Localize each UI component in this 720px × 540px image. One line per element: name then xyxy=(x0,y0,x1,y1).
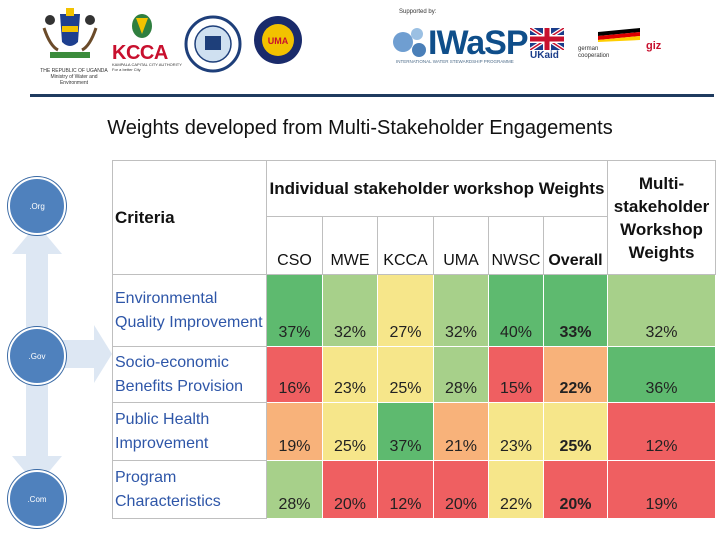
value-cell: 25% xyxy=(377,346,434,403)
uganda-coat-of-arms-logo xyxy=(42,8,98,58)
giz-logo-text: giz xyxy=(646,40,662,52)
multi-cell: 19% xyxy=(607,460,716,519)
col-header-overall: Overall xyxy=(543,216,608,275)
col-header: MWE xyxy=(322,216,378,275)
uma-logo: UMA xyxy=(254,16,302,64)
value-cell: 27% xyxy=(377,274,434,347)
value-cell: 25% xyxy=(322,402,378,461)
value-cell: 28% xyxy=(266,460,323,519)
value-cell: 22% xyxy=(488,460,544,519)
multi-stakeholder-header: Multi-stakeholder Workshop Weights xyxy=(607,160,716,275)
value-cell: 32% xyxy=(433,274,489,347)
col-header: NWSC xyxy=(488,216,544,275)
ukaid-text: UKaid xyxy=(530,50,559,61)
value-cell: 12% xyxy=(377,460,434,519)
kcca-logo-text: KCCA xyxy=(112,42,168,64)
col-header: CSO xyxy=(266,216,323,275)
value-cell: 20% xyxy=(433,460,489,519)
table-row: Socio-economic Benefits Provision 16% 23… xyxy=(112,346,716,403)
value-cell: 37% xyxy=(266,274,323,347)
criterion-cell: Socio-economic Benefits Provision xyxy=(112,346,267,403)
value-cell: 32% xyxy=(322,274,378,347)
value-cell: 16% xyxy=(266,346,323,403)
weights-table: Criteria Individual stakeholder workshop… xyxy=(112,160,716,519)
overall-cell: 20% xyxy=(543,460,608,519)
value-cell: 20% xyxy=(322,460,378,519)
value-cell: 40% xyxy=(488,274,544,347)
header-divider xyxy=(30,94,714,97)
criteria-header: Criteria xyxy=(112,160,267,275)
overall-cell: 22% xyxy=(543,346,608,403)
table-subheader-row: CSO MWE KCCA UMA NWSC Overall xyxy=(113,216,716,275)
multi-cell: 36% xyxy=(607,346,716,403)
value-cell: 19% xyxy=(266,402,323,461)
nwsc-seal-logo xyxy=(184,15,242,73)
iwasp-bubbles-icon xyxy=(393,28,426,57)
col-header: KCCA xyxy=(377,216,434,275)
overall-cell: 25% xyxy=(543,402,608,461)
com-circle: .Com xyxy=(8,470,66,528)
value-cell: 28% xyxy=(433,346,489,403)
gov-circle: .Gov xyxy=(8,327,66,385)
value-cell: 15% xyxy=(488,346,544,403)
table-row: Environmental Quality Improvement 37% 32… xyxy=(112,274,716,347)
iwasp-logo-text: IWaSP xyxy=(428,24,529,62)
kcca-logo-emblem xyxy=(132,14,152,38)
criterion-cell: Environmental Quality Improvement xyxy=(112,274,267,347)
criterion-cell: Program Characteristics xyxy=(112,460,267,519)
multi-cell: 12% xyxy=(607,402,716,461)
value-cell: 23% xyxy=(488,402,544,461)
overall-cell: 33% xyxy=(543,274,608,347)
multi-cell: 32% xyxy=(607,274,716,347)
value-cell: 23% xyxy=(322,346,378,403)
table-row: Program Characteristics 28% 20% 12% 20% … xyxy=(112,460,716,519)
table-header-row: Criteria Individual stakeholder workshop… xyxy=(112,160,716,275)
kcca-logo-subtitle: KAMPALA CAPITAL CITY AUTHORITY For a bet… xyxy=(112,62,182,72)
german-cooperation-text: german cooperation xyxy=(578,46,610,59)
individual-weights-header: Individual stakeholder workshop Weights xyxy=(266,160,608,217)
value-cell: 21% xyxy=(433,402,489,461)
iwasp-subtitle: INTERNATIONAL WATER STEWARDSHIP PROGRAMM… xyxy=(396,59,514,64)
org-circle: .Org xyxy=(8,177,66,235)
supported-by-label: Supported by: xyxy=(399,9,437,15)
table-row: Public Health Improvement 19% 25% 37% 21… xyxy=(112,402,716,461)
criterion-cell: Public Health Improvement xyxy=(112,402,267,461)
uma-logo-text: UMA xyxy=(268,36,289,46)
german-flag-icon xyxy=(598,28,640,42)
page-title: Weights developed from Multi-Stakeholder… xyxy=(107,117,613,139)
col-header: UMA xyxy=(433,216,489,275)
coat-of-arms-caption: THE REPUBLIC OF UGANDA Ministry of Water… xyxy=(40,68,108,86)
uk-flag-icon xyxy=(530,28,564,50)
value-cell: 37% xyxy=(377,402,434,461)
